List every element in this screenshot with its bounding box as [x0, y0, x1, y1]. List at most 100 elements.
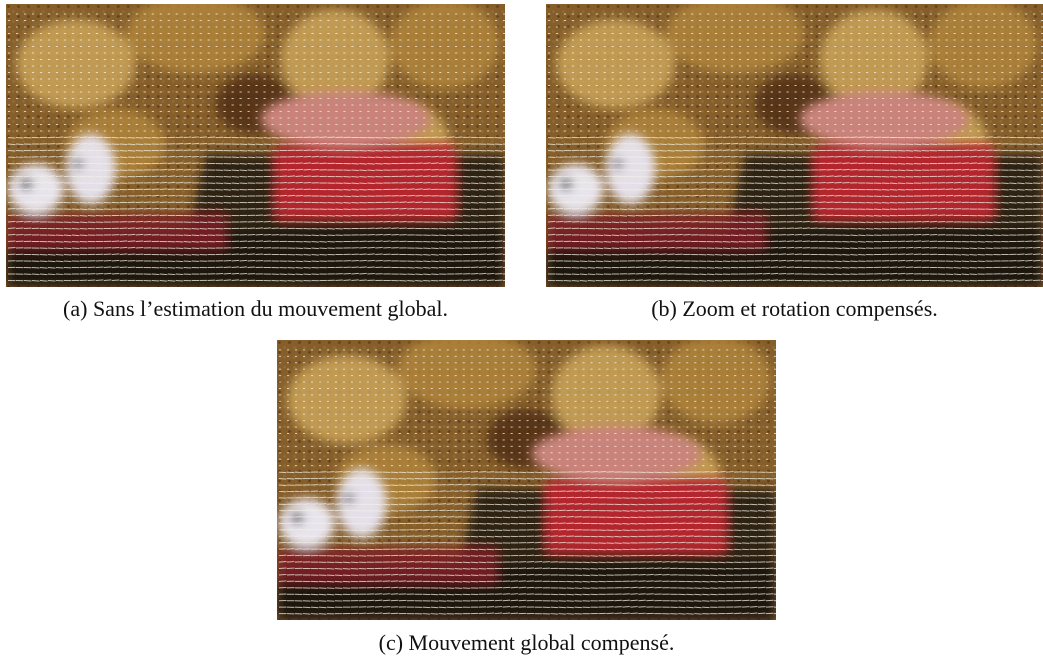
- motion-vector: [842, 175, 850, 177]
- motion-vector: [762, 189, 771, 191]
- motion-vector: [407, 207, 415, 210]
- motion-vector: [175, 155, 184, 158]
- motion-vector: [319, 228, 327, 230]
- motion-vector: [770, 189, 779, 191]
- motion-vector: [706, 188, 715, 190]
- motion-vector: [691, 201, 699, 203]
- motion-vector: [159, 273, 168, 276]
- motion-vector: [231, 279, 240, 281]
- motion-vector: [818, 194, 826, 197]
- motion-vector: [167, 267, 176, 269]
- motion-vector: [415, 273, 423, 276]
- motion-vector: [439, 162, 447, 164]
- motion-vector: [985, 149, 993, 151]
- motion-vector: [423, 260, 431, 263]
- motion-vector: [255, 240, 264, 242]
- motion-vector: [730, 234, 739, 237]
- motion-vector: [1001, 189, 1009, 191]
- motion-vector: [603, 234, 612, 237]
- motion-vector: [486, 163, 495, 165]
- motion-vector: [603, 228, 612, 230]
- motion-vector: [79, 136, 88, 138]
- motion-vector: [1033, 240, 1041, 242]
- motion-vector: [351, 169, 359, 172]
- motion-vector: [961, 162, 969, 164]
- motion-vector: [71, 221, 80, 224]
- motion-vector: [547, 240, 556, 242]
- motion-vector: [675, 137, 683, 139]
- motion-vector: [778, 246, 787, 249]
- motion-vector: [850, 162, 858, 164]
- motion-vector: [431, 162, 439, 164]
- motion-vector: [279, 280, 287, 282]
- motion-vector: [969, 162, 977, 164]
- motion-vector: [635, 182, 643, 185]
- motion-vector: [794, 233, 802, 236]
- motion-vector: [635, 189, 643, 191]
- motion-vector: [826, 194, 834, 197]
- motion-vector: [423, 175, 431, 177]
- motion-vector: [111, 266, 120, 268]
- motion-vector: [87, 195, 96, 198]
- motion-vector: [603, 155, 612, 158]
- motion-vector: [595, 162, 604, 164]
- motion-vector: [183, 234, 192, 237]
- motion-vector: [255, 233, 264, 236]
- motion-vector: [897, 189, 906, 191]
- motion-vector: [858, 247, 866, 250]
- motion-vector: [595, 149, 604, 151]
- motion-vector: [1040, 150, 1043, 152]
- motion-vector: [135, 143, 144, 146]
- motion-vector: [239, 163, 248, 165]
- motion-vector: [842, 155, 850, 158]
- motion-vector: [303, 175, 311, 177]
- motion-vector: [223, 182, 232, 185]
- motion-vector: [897, 156, 906, 159]
- motion-vector: [455, 228, 463, 230]
- motion-vector: [319, 149, 327, 151]
- motion-vector: [135, 207, 144, 210]
- motion-vector: [611, 221, 620, 224]
- motion-vector: [651, 150, 659, 152]
- motion-vector: [993, 228, 1001, 230]
- motion-vector: [183, 136, 192, 138]
- motion-vector: [738, 208, 747, 211]
- motion-vector: [183, 168, 192, 171]
- motion-vector: [651, 169, 659, 172]
- motion-vector: [794, 240, 802, 242]
- motion-vector: [271, 201, 279, 203]
- motion-vector: [619, 202, 628, 204]
- motion-vector: [247, 150, 256, 152]
- motion-vector: [969, 247, 977, 250]
- motion-vector: [834, 181, 842, 184]
- motion-vector: [327, 136, 335, 138]
- motion-vector: [367, 143, 375, 146]
- motion-vector: [977, 241, 985, 243]
- motion-vector: [818, 214, 826, 216]
- motion-vector: [111, 182, 120, 185]
- motion-vector: [683, 220, 691, 223]
- motion-vector: [167, 181, 176, 184]
- motion-vector: [295, 280, 303, 282]
- motion-vector: [563, 207, 572, 210]
- motion-vector: [167, 168, 176, 171]
- motion-vector: [873, 202, 882, 204]
- motion-vector: [279, 207, 287, 210]
- motion-vector: [367, 150, 375, 152]
- motion-vector: [714, 247, 723, 250]
- motion-vector: [367, 246, 375, 249]
- motion-vector: [722, 247, 731, 250]
- motion-vector: [183, 155, 192, 158]
- motion-vector: [383, 227, 391, 229]
- motion-vector: [287, 188, 295, 190]
- motion-vector: [921, 137, 930, 139]
- motion-vector: [754, 189, 763, 191]
- motion-vector: [502, 227, 505, 229]
- motion-vector: [183, 247, 192, 250]
- motion-vector: [23, 220, 32, 223]
- motion-vector: [463, 221, 471, 224]
- motion-vector: [383, 137, 391, 139]
- motion-vector: [71, 149, 80, 151]
- motion-vector: [39, 181, 48, 184]
- motion-vector: [31, 201, 40, 203]
